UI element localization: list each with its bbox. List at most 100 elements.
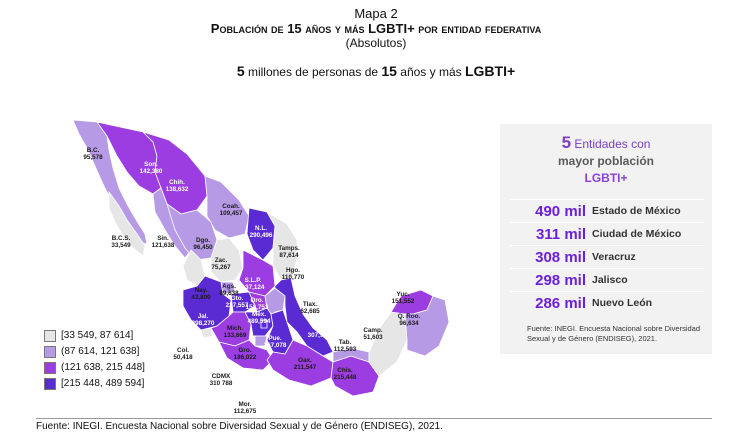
headline-lgbti: LGBTI+ <box>464 63 516 79</box>
panel-row: 286 mil Nuevo León <box>510 291 704 314</box>
panel-heading-line3: LGBTI+ <box>584 171 628 185</box>
legend-label: [33 549, 87 614] <box>61 330 134 341</box>
state-name-label: Hgo. <box>286 267 300 274</box>
state-name-label: Oax. <box>298 357 312 364</box>
state-value-label: 89,638 <box>219 290 239 297</box>
state-name-label: Yuc. <box>397 291 410 298</box>
legend: [33 549, 87 614] (87 614, 121 638] (121 … <box>44 328 145 392</box>
panel-row: 298 mil Jalisco <box>510 268 704 291</box>
panel-row-value: 298 mil <box>535 271 586 289</box>
footer-source: Fuente: INEGI. Encuesta Nacional sobre D… <box>36 421 443 432</box>
state-name-label: Chih. <box>169 179 185 186</box>
panel-row-state: Jalisco <box>592 274 628 286</box>
state-value-label: 133,669 <box>224 332 247 339</box>
state-value-label: 186,022 <box>234 354 257 361</box>
state-name-label: Ver. <box>313 325 324 332</box>
map-title: Población de 15 años y más LGBTI+ por en… <box>0 21 752 36</box>
state-shape <box>108 190 146 257</box>
state-shape <box>182 275 232 331</box>
mexico-map: B.C.95,578 Son.142,380 Chih.138,632 Coah.10… <box>72 119 450 415</box>
title-part2: años y más LGBTI+ por entidad federativa <box>301 21 542 36</box>
state-value-label: 153,753 <box>246 304 269 311</box>
state-name-label: S.L.P. <box>245 277 262 284</box>
state-name-label: Méx. <box>252 311 266 318</box>
state-name-label: Gro. <box>239 347 252 354</box>
state-name-label: Camp. <box>363 327 382 334</box>
headline-text2: años y más <box>396 65 465 79</box>
state-name-label: B.C. <box>87 147 100 154</box>
state-value-label: 151,552 <box>392 298 415 305</box>
panel-row-state: Estado de México <box>592 205 681 217</box>
state-name-label: Chis. <box>337 367 353 374</box>
legend-swatch <box>44 329 56 342</box>
panel-row: 308 mil Veracruz <box>510 245 704 268</box>
state-name-label: N.L. <box>255 225 267 232</box>
state-name-label: Tab. <box>339 339 352 346</box>
state-value-label: 298,270 <box>192 320 215 327</box>
state-value-label: 109,457 <box>220 210 243 217</box>
state-name-label: Nay. <box>195 287 208 294</box>
state-name-label: Coah. <box>222 203 240 210</box>
state-shape <box>404 295 450 357</box>
map-kicker: Mapa 2 <box>354 6 398 21</box>
state-value-label: 75,267 <box>211 264 231 271</box>
state-value-label: 62,685 <box>300 308 320 315</box>
footer-divider <box>36 418 712 419</box>
legend-label: (87 614, 121 638] <box>61 346 140 357</box>
state-name-label: CDMX <box>212 373 231 380</box>
panel-row-value: 308 mil <box>535 248 586 266</box>
state-value-label: 87,614 <box>279 252 299 259</box>
state-name-label: Mor. <box>239 401 252 408</box>
state-name-label: Col. <box>177 347 189 354</box>
state-value-label: 310 788 <box>210 380 233 387</box>
state-name-label: B.C.S. <box>112 235 131 242</box>
panel-heading-line2: mayor población <box>557 154 655 168</box>
headline: 5 millones de personas de 15 años y más … <box>0 63 752 79</box>
state-shape <box>260 319 268 329</box>
state-name-label: Gto. <box>231 295 244 302</box>
legend-item: (121 638, 215 448] <box>44 360 145 375</box>
panel-row-value: 490 mil <box>535 202 586 220</box>
state-value-label: 227,557 <box>226 302 249 309</box>
state-value-label: 112,675 <box>234 408 257 415</box>
headline-number: 5 <box>236 63 245 79</box>
state-value-label: 307,958 <box>308 332 331 339</box>
state-value-label: 121,638 <box>152 242 175 249</box>
state-shape <box>72 119 148 245</box>
state-name-label: Mich. <box>227 325 243 332</box>
title-number: 15 <box>287 21 302 36</box>
state-shape <box>204 175 250 239</box>
legend-swatch <box>44 377 56 390</box>
panel-row-state: Ciudad de México <box>592 228 682 240</box>
legend-label: (121 638, 215 448] <box>61 362 145 373</box>
map-subtitle: (Absolutos) <box>345 36 407 50</box>
state-value-label: 50,418 <box>173 354 193 361</box>
legend-swatch <box>44 345 56 358</box>
state-name-label: Q. Roo. <box>398 313 421 320</box>
state-value-label: 138,632 <box>166 186 189 193</box>
headline-number2: 15 <box>381 63 397 79</box>
state-name-label: Tlax. <box>303 301 318 308</box>
panel-heading: 5 Entidades con mayor población LGBTI+ <box>500 134 712 187</box>
state-value-label: 95,578 <box>83 154 103 161</box>
state-value-label: 51,603 <box>363 334 383 341</box>
legend-item: [33 549, 87 614] <box>44 328 145 343</box>
state-value-label: 267,078 <box>264 342 287 349</box>
state-value-label: 290,496 <box>250 232 273 239</box>
state-value-label: 489,594 <box>248 318 271 325</box>
state-value-label: 43,800 <box>191 294 211 301</box>
state-value-label: 137,124 <box>242 284 265 291</box>
legend-item: [215 448, 489 594] <box>44 376 145 391</box>
panel-row-state: Nuevo León <box>592 297 653 309</box>
panel-source: Fuente: INEGI. Encuesta Nacional sobre D… <box>527 324 701 343</box>
state-value-label: 110,770 <box>282 274 305 281</box>
title-part1: Población de <box>210 21 288 36</box>
state-value-label: 142,380 <box>140 168 163 175</box>
legend-swatch <box>44 361 56 374</box>
legend-label: [215 448, 489 594] <box>61 378 145 389</box>
state-value-label: 112,593 <box>334 346 357 353</box>
state-name-label: Pue. <box>268 335 282 342</box>
panel-row: 490 mil Estado de México <box>510 199 704 222</box>
state-name-label: Ags. <box>222 283 236 290</box>
state-shape <box>254 335 268 347</box>
